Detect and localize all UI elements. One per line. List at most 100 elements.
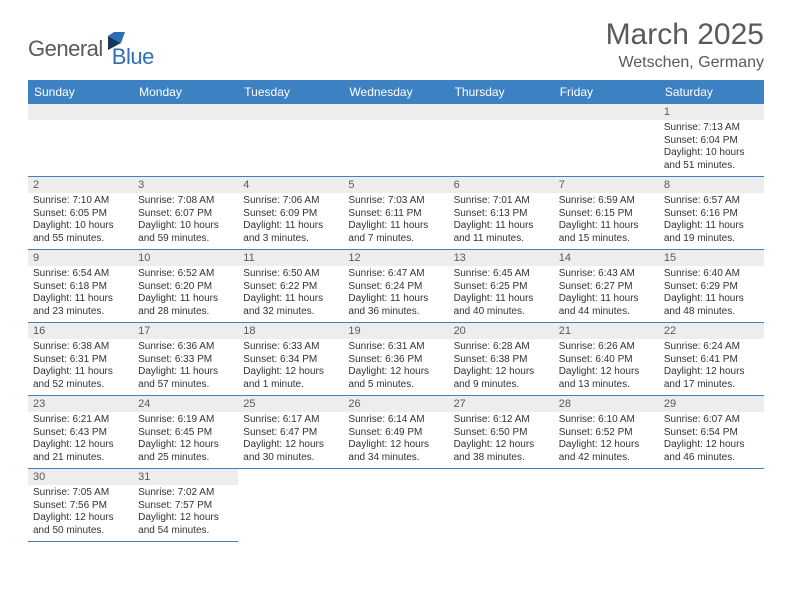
calendar-day-cell: 16Sunrise: 6:38 AMSunset: 6:31 PMDayligh…: [28, 323, 133, 396]
day-number: 26: [343, 396, 448, 412]
day-number: 1: [659, 104, 764, 120]
day-sr: Sunrise: 6:36 AM: [138, 341, 233, 354]
day-ss: Sunset: 6:40 PM: [559, 354, 654, 367]
calendar-empty-cell: [554, 469, 659, 542]
calendar-week-row: 2Sunrise: 7:10 AMSunset: 6:05 PMDaylight…: [28, 177, 764, 250]
day-ss: Sunset: 6:07 PM: [138, 208, 233, 221]
day-sr: Sunrise: 6:38 AM: [33, 341, 128, 354]
calendar-day-cell: 28Sunrise: 6:10 AMSunset: 6:52 PMDayligh…: [554, 396, 659, 469]
calendar-day-cell: 20Sunrise: 6:28 AMSunset: 6:38 PMDayligh…: [449, 323, 554, 396]
day-number: 17: [133, 323, 238, 339]
day-d1: Daylight: 12 hours: [348, 439, 443, 452]
calendar-day-cell: 2Sunrise: 7:10 AMSunset: 6:05 PMDaylight…: [28, 177, 133, 250]
day-data: Sunrise: 7:06 AMSunset: 6:09 PMDaylight:…: [238, 193, 343, 249]
day-d2: and 3 minutes.: [243, 233, 338, 246]
day-d1: Daylight: 12 hours: [454, 366, 549, 379]
day-data: Sunrise: 6:45 AMSunset: 6:25 PMDaylight:…: [449, 266, 554, 322]
empty-daynum: [343, 104, 448, 120]
logo: General Blue: [28, 18, 154, 70]
day-d1: Daylight: 11 hours: [454, 220, 549, 233]
empty-daynum: [449, 104, 554, 120]
day-sr: Sunrise: 6:47 AM: [348, 268, 443, 281]
day-number: 11: [238, 250, 343, 266]
calendar-empty-cell: [659, 469, 764, 542]
day-d2: and 17 minutes.: [664, 379, 759, 392]
day-sr: Sunrise: 6:07 AM: [664, 414, 759, 427]
day-d2: and 38 minutes.: [454, 452, 549, 465]
calendar-day-cell: 12Sunrise: 6:47 AMSunset: 6:24 PMDayligh…: [343, 250, 448, 323]
day-d1: Daylight: 11 hours: [454, 293, 549, 306]
calendar-day-cell: 8Sunrise: 6:57 AMSunset: 6:16 PMDaylight…: [659, 177, 764, 250]
day-d2: and 52 minutes.: [33, 379, 128, 392]
day-number: 25: [238, 396, 343, 412]
day-sr: Sunrise: 6:43 AM: [559, 268, 654, 281]
day-sr: Sunrise: 6:50 AM: [243, 268, 338, 281]
day-d1: Daylight: 11 hours: [559, 293, 654, 306]
day-d1: Daylight: 11 hours: [33, 293, 128, 306]
day-data: Sunrise: 6:43 AMSunset: 6:27 PMDaylight:…: [554, 266, 659, 322]
day-number: 5: [343, 177, 448, 193]
day-sr: Sunrise: 6:12 AM: [454, 414, 549, 427]
calendar-empty-cell: [343, 104, 448, 177]
empty-daynum: [554, 104, 659, 120]
day-d1: Daylight: 12 hours: [33, 512, 128, 525]
day-d2: and 11 minutes.: [454, 233, 549, 246]
day-data: Sunrise: 6:24 AMSunset: 6:41 PMDaylight:…: [659, 339, 764, 395]
day-d1: Daylight: 12 hours: [138, 512, 233, 525]
day-data: Sunrise: 7:05 AMSunset: 7:56 PMDaylight:…: [28, 485, 133, 541]
day-sr: Sunrise: 6:24 AM: [664, 341, 759, 354]
calendar-day-cell: 21Sunrise: 6:26 AMSunset: 6:40 PMDayligh…: [554, 323, 659, 396]
day-number: 10: [133, 250, 238, 266]
day-d2: and 55 minutes.: [33, 233, 128, 246]
calendar-week-row: 1Sunrise: 7:13 AMSunset: 6:04 PMDaylight…: [28, 104, 764, 177]
day-ss: Sunset: 6:04 PM: [664, 135, 759, 148]
day-sr: Sunrise: 6:28 AM: [454, 341, 549, 354]
day-d2: and 57 minutes.: [138, 379, 233, 392]
day-data: Sunrise: 7:02 AMSunset: 7:57 PMDaylight:…: [133, 485, 238, 541]
calendar-week-row: 30Sunrise: 7:05 AMSunset: 7:56 PMDayligh…: [28, 469, 764, 542]
day-number: 29: [659, 396, 764, 412]
day-data: Sunrise: 6:14 AMSunset: 6:49 PMDaylight:…: [343, 412, 448, 468]
day-number: 9: [28, 250, 133, 266]
day-ss: Sunset: 6:31 PM: [33, 354, 128, 367]
title-block: March 2025 Wetschen, Germany: [606, 18, 764, 72]
day-data: Sunrise: 6:57 AMSunset: 6:16 PMDaylight:…: [659, 193, 764, 249]
calendar-day-cell: 15Sunrise: 6:40 AMSunset: 6:29 PMDayligh…: [659, 250, 764, 323]
day-d2: and 50 minutes.: [33, 525, 128, 538]
calendar-day-cell: 4Sunrise: 7:06 AMSunset: 6:09 PMDaylight…: [238, 177, 343, 250]
day-d2: and 7 minutes.: [348, 233, 443, 246]
day-ss: Sunset: 6:11 PM: [348, 208, 443, 221]
day-ss: Sunset: 6:41 PM: [664, 354, 759, 367]
empty-daynum: [28, 104, 133, 120]
day-data: Sunrise: 6:12 AMSunset: 6:50 PMDaylight:…: [449, 412, 554, 468]
day-sr: Sunrise: 7:08 AM: [138, 195, 233, 208]
day-data: Sunrise: 6:31 AMSunset: 6:36 PMDaylight:…: [343, 339, 448, 395]
day-d2: and 59 minutes.: [138, 233, 233, 246]
calendar-day-cell: 29Sunrise: 6:07 AMSunset: 6:54 PMDayligh…: [659, 396, 764, 469]
day-number: 30: [28, 469, 133, 485]
calendar-week-row: 16Sunrise: 6:38 AMSunset: 6:31 PMDayligh…: [28, 323, 764, 396]
day-number: 28: [554, 396, 659, 412]
calendar-day-cell: 9Sunrise: 6:54 AMSunset: 6:18 PMDaylight…: [28, 250, 133, 323]
day-sr: Sunrise: 7:02 AM: [138, 487, 233, 500]
day-ss: Sunset: 7:57 PM: [138, 500, 233, 513]
day-data: Sunrise: 7:10 AMSunset: 6:05 PMDaylight:…: [28, 193, 133, 249]
day-number: 31: [133, 469, 238, 485]
weekday-header: Monday: [133, 80, 238, 104]
weekday-header: Saturday: [659, 80, 764, 104]
day-data: Sunrise: 6:28 AMSunset: 6:38 PMDaylight:…: [449, 339, 554, 395]
day-d1: Daylight: 11 hours: [243, 293, 338, 306]
calendar-day-cell: 3Sunrise: 7:08 AMSunset: 6:07 PMDaylight…: [133, 177, 238, 250]
day-data: Sunrise: 6:21 AMSunset: 6:43 PMDaylight:…: [28, 412, 133, 468]
day-data: Sunrise: 7:01 AMSunset: 6:13 PMDaylight:…: [449, 193, 554, 249]
calendar-day-cell: 22Sunrise: 6:24 AMSunset: 6:41 PMDayligh…: [659, 323, 764, 396]
page: General Blue March 2025 Wetschen, German…: [0, 0, 792, 560]
day-data: Sunrise: 7:13 AMSunset: 6:04 PMDaylight:…: [659, 120, 764, 176]
day-sr: Sunrise: 7:03 AM: [348, 195, 443, 208]
day-d1: Daylight: 10 hours: [138, 220, 233, 233]
day-d1: Daylight: 12 hours: [664, 366, 759, 379]
day-d1: Daylight: 12 hours: [138, 439, 233, 452]
day-number: 14: [554, 250, 659, 266]
calendar-day-cell: 5Sunrise: 7:03 AMSunset: 6:11 PMDaylight…: [343, 177, 448, 250]
day-data: Sunrise: 6:26 AMSunset: 6:40 PMDaylight:…: [554, 339, 659, 395]
